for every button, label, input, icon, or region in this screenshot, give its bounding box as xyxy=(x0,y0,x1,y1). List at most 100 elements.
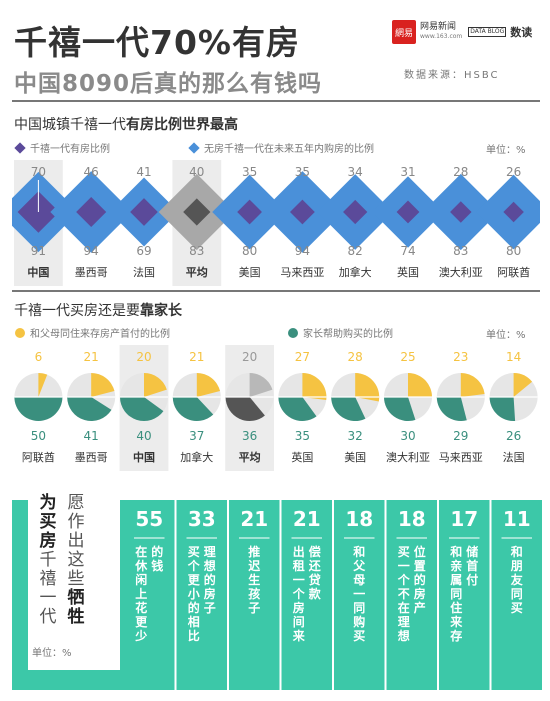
sacrifice-category-char: 友 xyxy=(510,572,523,587)
section1-title-bold: 有房比例世界最高 xyxy=(126,117,238,133)
plan-value-label: 74 xyxy=(400,244,415,258)
sacrifice-category-char: 来 xyxy=(292,628,306,643)
legend-parents-dot-icon xyxy=(15,327,25,338)
category-label: 马来西亚 xyxy=(280,266,324,279)
sacrifice-value-label: 55 xyxy=(135,507,163,531)
parents-slice-2 xyxy=(144,373,167,397)
category-label: 澳大利亚 xyxy=(439,265,483,279)
sacrifice-label-char: 愿 xyxy=(68,493,85,513)
sacrifice-category-char: 住 xyxy=(450,600,462,615)
parents-help-chart: 6 50 阿联酋 21 41 墨西哥 20 40 中国 21 37 加拿大 20 36 平均 27 35 英国 28… xyxy=(14,345,538,471)
help-value-label: 37 xyxy=(189,429,204,443)
sacrifice-category-char: 母 xyxy=(353,573,365,587)
sacrifice-category-char: 同 xyxy=(450,587,462,601)
sacrifice-label-box xyxy=(28,480,120,670)
sacrifice-category-char: 个 xyxy=(187,558,201,573)
help-value-label: 32 xyxy=(348,429,363,443)
plan-value-label: 83 xyxy=(189,244,204,258)
sacrifice-category-char: 闲 xyxy=(135,573,147,587)
sacrifice-category-char: 一 xyxy=(293,573,305,587)
sacrifice-label-char: 代 xyxy=(40,607,57,627)
sacrifice-category-char: 和 xyxy=(352,544,365,559)
help-value-label: 29 xyxy=(453,429,468,443)
sacrifice-bar-0 xyxy=(124,500,175,690)
sacrifice-bar-divider xyxy=(279,500,282,690)
category-label: 墨西哥 xyxy=(75,266,108,279)
parents-value-label: 25 xyxy=(400,350,415,364)
sacrifice-label-char: 房 xyxy=(40,530,57,551)
parents-slice-3 xyxy=(196,373,221,397)
plan-value-label: 83 xyxy=(453,244,468,258)
sacrifice-category-char: 首 xyxy=(466,558,478,573)
sacrifice-bar-3 xyxy=(281,500,332,690)
sacrifice-category-char: 存 xyxy=(449,628,462,643)
sacrifice-category-char: 理 xyxy=(204,545,216,559)
sacrifice-category-char: 想 xyxy=(397,628,410,643)
sacrifice-category-char: 出 xyxy=(293,544,305,559)
parents-value-label: 23 xyxy=(453,350,468,364)
netease-logo: 網易 xyxy=(392,20,416,44)
plan-value-label: 80 xyxy=(506,244,521,258)
sacrifice-category-char: 买 xyxy=(511,601,523,615)
parents-slice-1 xyxy=(91,373,115,397)
help-value-label: 35 xyxy=(295,429,310,443)
sacrifice-category-char: 的 xyxy=(204,572,216,587)
parents-slice-4 xyxy=(249,373,273,397)
category-label: 中国 xyxy=(133,450,155,464)
sacrifice-bar-divider xyxy=(174,500,177,690)
sacrifice-value-label: 18 xyxy=(345,507,373,531)
sacrifice-bar-7 xyxy=(491,500,542,690)
sacrifice-category-char: 花 xyxy=(135,600,147,615)
sacrifice-category-char: 属 xyxy=(450,573,462,587)
sacrifice-chart: 为买房千禧一代愿作出这些牺牲单位：%55在休闲上花更少的钱33买个更小的相比理想… xyxy=(12,480,544,690)
legend-help: 家长帮助购买的比例 xyxy=(287,325,393,340)
category-label: 平均 xyxy=(239,450,261,464)
sacrifice-category-char: 个 xyxy=(397,572,411,587)
brand-block[interactable]: 網易 网易新闻 www.163.com DATA BLOG 数读 xyxy=(392,20,532,44)
own-value-label: 35 xyxy=(295,165,310,179)
category-label: 加拿大 xyxy=(180,450,213,464)
sacrifice-category-char: 买 xyxy=(398,545,410,559)
sacrifice-category-char: 比 xyxy=(188,628,200,643)
sacrifice-category-char: 偿 xyxy=(309,544,321,559)
legend-own-diamond-icon xyxy=(14,141,26,154)
sacrifice-value-label: 21 xyxy=(293,507,321,531)
own-value-label: 41 xyxy=(136,165,151,179)
parents-value-label: 6 xyxy=(35,350,43,364)
sacrifice-category-char: 个 xyxy=(292,586,306,601)
data-source: 数据来源：HSBC xyxy=(404,70,500,81)
sacrifice-category-char: 朋 xyxy=(510,559,523,573)
sacrifice-label-char: 千 xyxy=(40,550,57,570)
legend-plan-diamond-icon xyxy=(188,141,200,154)
sacrifice-category-char: 还 xyxy=(308,558,322,573)
legend-parents-label: 和父母同住来存房产首付的比例 xyxy=(30,329,170,340)
parents-slice-9 xyxy=(513,373,533,397)
legend-own: 千禧一代有房比例 xyxy=(14,140,110,155)
legend-own-label: 千禧一代有房比例 xyxy=(30,144,110,155)
plan-value-label: 94 xyxy=(84,244,99,258)
sacrifice-value-label: 17 xyxy=(450,507,478,531)
help-value-label: 41 xyxy=(84,429,99,443)
sacrifice-value-label: 21 xyxy=(240,507,268,531)
category-label: 阿联酋 xyxy=(497,265,530,279)
sacrifice-category-char: 租 xyxy=(293,559,305,573)
sacrifice-value-label: 33 xyxy=(188,507,216,531)
sacrifice-category-char: 在 xyxy=(398,600,410,615)
category-label: 英国 xyxy=(397,265,419,279)
sacrifice-category-char: 不 xyxy=(398,587,410,601)
sacrifice-category-char: 买 xyxy=(353,629,365,643)
sacrifice-category-char: 的 xyxy=(188,600,200,615)
sacrifice-category-char: 付 xyxy=(466,572,478,587)
sacrifice-category-char: 推 xyxy=(248,544,260,559)
sacrifice-category-char: 房 xyxy=(204,586,216,601)
sacrifice-category-char: 和 xyxy=(510,544,523,559)
sacrifice-bar-divider xyxy=(227,500,229,690)
help-slice-5 xyxy=(278,397,317,421)
sacrifice-bar-divider xyxy=(437,500,439,690)
plan-value-label: 69 xyxy=(136,244,151,258)
sacrifice-bar-5 xyxy=(386,500,437,690)
sacrifice-bar-6 xyxy=(439,500,490,690)
help-slice-0 xyxy=(14,397,63,421)
category-label: 阿联酋 xyxy=(22,450,55,464)
category-label: 法国 xyxy=(133,265,155,279)
